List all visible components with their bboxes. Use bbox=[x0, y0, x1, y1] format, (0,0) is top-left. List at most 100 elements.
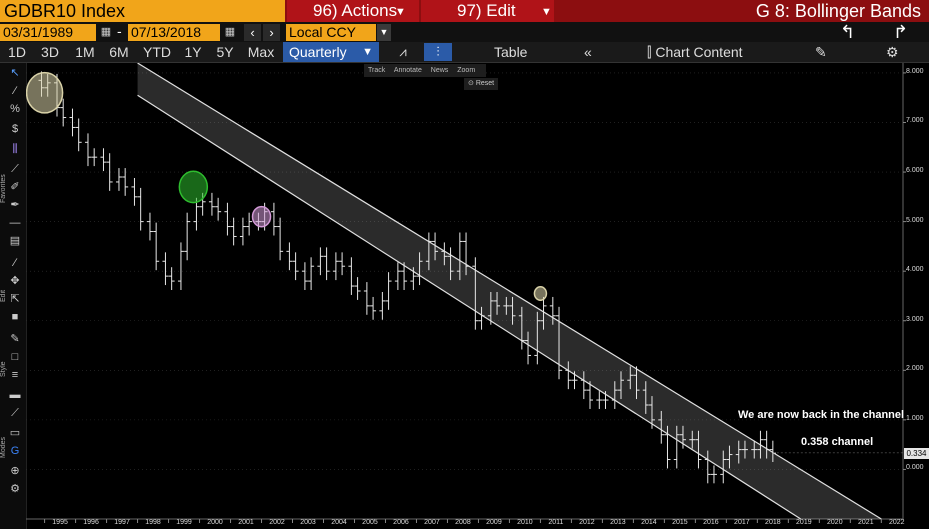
zoom-tool[interactable]: Zoom bbox=[457, 67, 476, 74]
calendar-icon[interactable]: ▦ bbox=[224, 26, 236, 38]
track-tool[interactable]: Track bbox=[368, 67, 386, 74]
x-tick-label: 2006 bbox=[393, 519, 409, 526]
period-1y[interactable]: 1Y bbox=[184, 44, 202, 60]
fill-icon[interactable]: □ bbox=[11, 351, 19, 363]
period-3d[interactable]: 3D bbox=[41, 44, 59, 60]
pen-icon[interactable]: ✒ bbox=[10, 199, 20, 211]
chevron-down-icon: ▼ bbox=[362, 46, 373, 58]
highlight-circle bbox=[26, 71, 64, 114]
annotation-channel-value: 0.358 channel bbox=[801, 436, 874, 448]
tool-sidebar: ↖ ∕ % $ ⫼ ⟋ ✐ ✒ — ▤ ∕ ✥ ⇱ ■ ✎ □ ≡ ▬ ⟋ ▭ … bbox=[0, 63, 27, 529]
x-tick-label: 2009 bbox=[486, 519, 502, 526]
period-ytd[interactable]: YTD bbox=[143, 44, 171, 60]
x-tick-label: 2001 bbox=[238, 519, 254, 526]
edit-pencil-icon[interactable]: ✎ bbox=[815, 44, 827, 60]
y-tick-label: 7.000 bbox=[906, 117, 924, 125]
x-tick-label: 2013 bbox=[610, 519, 626, 526]
line-weight-icon[interactable]: ≡ bbox=[11, 369, 19, 381]
highlight-circle bbox=[178, 170, 209, 204]
actions-menu[interactable]: 96) Actions ▼ bbox=[287, 0, 419, 22]
chevron-down-icon: ▼ bbox=[395, 6, 406, 18]
y-tick-label: 0.000 bbox=[906, 464, 924, 472]
x-tick-label: 2022 bbox=[889, 519, 905, 526]
security-field[interactable]: GDBR10 Index bbox=[0, 0, 285, 22]
line-chart-icon[interactable]: ⩘ bbox=[399, 44, 407, 59]
line-icon[interactable]: — bbox=[9, 217, 21, 229]
x-tick-label: 1998 bbox=[145, 519, 161, 526]
channel-upper-line bbox=[137, 63, 882, 520]
x-tick-label: 2011 bbox=[548, 519, 564, 526]
gear-icon[interactable]: ⚙ bbox=[886, 44, 899, 60]
x-tick-label: 2014 bbox=[641, 519, 657, 526]
ohlc-bar-icon[interactable]: ⫶ bbox=[424, 43, 452, 61]
dollar-icon[interactable]: $ bbox=[11, 123, 19, 135]
annotate-tool[interactable]: Annotate bbox=[393, 67, 422, 74]
chart-content-label: Chart Content bbox=[655, 44, 743, 60]
next-range-button[interactable]: › bbox=[263, 24, 280, 41]
news-tool[interactable]: News bbox=[430, 67, 449, 74]
highlight-circle bbox=[533, 286, 548, 301]
move-icon[interactable]: ✥ bbox=[10, 275, 20, 287]
channel-icon[interactable]: ▤ bbox=[9, 235, 21, 247]
function-title: G 8: Bollinger Bands bbox=[755, 1, 921, 21]
calendar-icon[interactable]: ▦ bbox=[100, 26, 112, 38]
x-tick-label: 2018 bbox=[765, 519, 781, 526]
x-tick-label: 2015 bbox=[672, 519, 688, 526]
pointer-icon[interactable]: ↖ bbox=[10, 67, 20, 79]
prev-range-button[interactable]: ‹ bbox=[244, 24, 261, 41]
period-5y[interactable]: 5Y bbox=[216, 44, 234, 60]
select-icon[interactable]: ⇱ bbox=[10, 293, 20, 305]
crosshair-icon[interactable]: ⊕ bbox=[10, 465, 20, 477]
line-style-icon[interactable]: ▬ bbox=[9, 389, 21, 401]
frequency-label: Quarterly bbox=[289, 44, 347, 60]
x-tick-label: 2012 bbox=[579, 519, 595, 526]
price-chart[interactable] bbox=[26, 63, 929, 529]
fib-icon[interactable]: ⫼ bbox=[12, 143, 18, 155]
date-separator: - bbox=[117, 23, 122, 39]
trash-icon[interactable]: ■ bbox=[11, 311, 19, 323]
period-6m[interactable]: 6M bbox=[109, 44, 129, 60]
reset-button[interactable]: ⊙ Reset bbox=[464, 78, 499, 90]
style-section-label: Style bbox=[0, 361, 7, 377]
x-tick-label: 1996 bbox=[83, 519, 99, 526]
g-mode-icon[interactable]: G bbox=[10, 445, 20, 457]
x-tick-label: 2008 bbox=[455, 519, 471, 526]
x-tick-label: 1999 bbox=[176, 519, 192, 526]
draw-icon[interactable]: ∕ bbox=[14, 85, 16, 97]
x-tick-label: 1997 bbox=[114, 519, 130, 526]
x-tick-label: 1995 bbox=[52, 519, 68, 526]
brush-icon[interactable]: ✐ bbox=[10, 181, 20, 193]
frequency-select[interactable]: Quarterly ▼ bbox=[283, 42, 379, 62]
redo-icon[interactable]: ↱ bbox=[893, 22, 909, 42]
annotation-back-in-channel: We are now back in the channel bbox=[738, 409, 905, 421]
collapse-icon[interactable]: « bbox=[584, 44, 592, 60]
edit-label: 97) Edit bbox=[457, 1, 516, 20]
undo-icon[interactable]: ↰ bbox=[840, 22, 856, 42]
period-1m[interactable]: 1M bbox=[75, 44, 95, 60]
end-date-field[interactable]: 07/13/2018 bbox=[128, 24, 220, 41]
shape-icon[interactable]: ▭ bbox=[9, 427, 21, 439]
edit-menu[interactable]: 97) Edit ▼ bbox=[421, 0, 554, 22]
period-max[interactable]: Max bbox=[247, 44, 275, 60]
chevron-down-icon: ▼ bbox=[541, 6, 552, 18]
start-date-field[interactable]: 03/31/1989 bbox=[0, 24, 96, 41]
trend-icon[interactable]: ⟋ bbox=[11, 163, 19, 175]
y-tick-label: 4.000 bbox=[906, 266, 924, 274]
currency-dropdown-icon[interactable]: ▼ bbox=[377, 24, 391, 41]
x-tick-label: 2017 bbox=[734, 519, 750, 526]
ruler-icon[interactable]: ⟋ bbox=[11, 407, 19, 419]
favorites-label: Favorites bbox=[0, 174, 7, 203]
y-tick-label: 5.000 bbox=[906, 216, 924, 224]
x-tick-label: 2004 bbox=[331, 519, 347, 526]
table-button[interactable]: Table bbox=[494, 44, 528, 60]
period-toolbar: 1D 3D 1M 6M YTD 1Y 5Y Max Quarterly ▼ ⩘ … bbox=[0, 42, 929, 63]
y-tick-label: 3.000 bbox=[906, 315, 924, 323]
pencil-icon[interactable]: ✎ bbox=[10, 333, 20, 345]
period-1d[interactable]: 1D bbox=[8, 44, 26, 60]
currency-field[interactable]: Local CCY bbox=[286, 24, 376, 41]
chart-content-button[interactable]: ⫿ Chart Content bbox=[647, 42, 743, 62]
modes-section-label: Modes bbox=[0, 436, 7, 458]
percent-icon[interactable]: % bbox=[10, 103, 20, 115]
settings-icon[interactable]: ⚙ bbox=[10, 483, 20, 495]
ray-icon[interactable]: ∕ bbox=[14, 257, 16, 269]
